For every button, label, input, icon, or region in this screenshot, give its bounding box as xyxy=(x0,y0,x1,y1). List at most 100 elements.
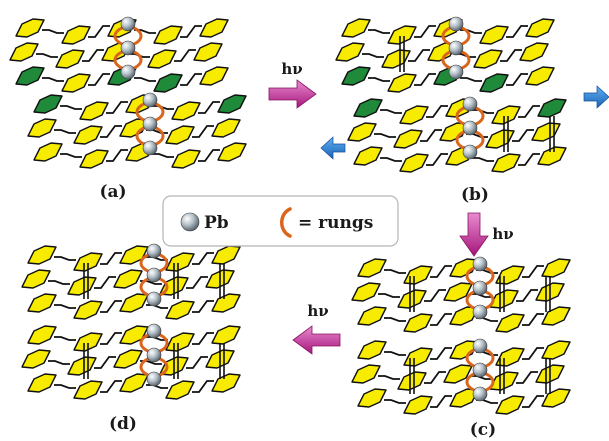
bridge-linker xyxy=(384,395,544,408)
cyclobutane-link xyxy=(545,276,551,312)
pb-sphere-icon xyxy=(146,347,162,363)
molecule-icon xyxy=(165,300,195,320)
pb-sphere-icon xyxy=(146,267,162,283)
bridge-linker xyxy=(54,380,214,393)
rung-arc-icon xyxy=(135,101,148,123)
molecule-icon xyxy=(79,101,109,121)
bridge-linker xyxy=(384,313,544,326)
pb-sphere-icon xyxy=(472,280,488,296)
molecule-icon xyxy=(387,73,417,93)
cyclobutane-link xyxy=(173,263,179,299)
molecule-icon xyxy=(113,269,143,289)
rung-arc-icon xyxy=(152,125,165,147)
arrow-left-icon xyxy=(292,325,341,355)
rung-arc-icon xyxy=(139,356,152,378)
molecule-icon xyxy=(79,149,109,169)
panel-label-a: (a) xyxy=(99,182,126,202)
molecule-icon xyxy=(381,49,411,69)
molecule-icon xyxy=(113,349,143,369)
bridge-linker xyxy=(380,105,540,118)
bridge-linker xyxy=(42,73,202,86)
pb-sphere-icon xyxy=(448,16,464,32)
pb-sphere-icon xyxy=(448,40,464,56)
molecule-icon xyxy=(165,252,195,272)
molecule-icon xyxy=(353,146,383,166)
molecule-icon xyxy=(73,380,103,400)
rung-arc-icon xyxy=(135,125,148,147)
pb-sphere-icon xyxy=(120,40,136,56)
rung-arc-icon xyxy=(113,25,126,47)
molecule-icon xyxy=(61,73,91,93)
molecule-icon xyxy=(73,125,103,145)
bridge-linker xyxy=(60,101,220,114)
molecule-icon xyxy=(27,325,57,345)
hv-label-c-to-d: hν xyxy=(307,302,328,320)
shift-arrow-right-icon xyxy=(583,85,609,109)
molecule-icon xyxy=(541,388,571,408)
bridge-linker xyxy=(384,347,544,360)
panel-label-b: (b) xyxy=(461,185,489,205)
pb-sphere-icon xyxy=(146,323,162,339)
cyclobutane-link xyxy=(219,263,225,299)
rung-arc-icon xyxy=(130,49,143,71)
cyclobutane-link xyxy=(499,276,505,312)
molecule-icon xyxy=(495,347,525,367)
molecule-icon xyxy=(153,25,183,45)
molecule-icon xyxy=(397,289,427,309)
molecule-icon xyxy=(119,373,149,393)
cyclobutane-link xyxy=(409,358,415,394)
photon-arrow-a-to-b: hν xyxy=(268,60,317,109)
pb-sphere-icon xyxy=(142,92,158,108)
pb-sphere-icon xyxy=(462,144,478,160)
molecule-icon xyxy=(171,101,201,121)
molecule-icon xyxy=(199,66,229,86)
bridge-linker xyxy=(48,356,208,369)
molecule-icon xyxy=(479,25,509,45)
molecule-icon xyxy=(397,371,427,391)
rung-arc-icon xyxy=(465,347,478,369)
bridge-linker xyxy=(374,129,534,142)
rung-arc-icon xyxy=(441,25,454,47)
molecule-icon xyxy=(491,105,521,125)
cyclobutane-link xyxy=(499,358,505,394)
rung-arc-icon xyxy=(156,252,169,274)
bridge-linker xyxy=(36,49,196,62)
molecule-icon xyxy=(15,18,45,38)
molecule-icon xyxy=(531,122,561,142)
molecule-icon xyxy=(403,395,433,415)
molecule-icon xyxy=(211,245,241,265)
molecule-icon xyxy=(353,98,383,118)
molecule-icon xyxy=(27,118,57,138)
pb-sphere-icon xyxy=(146,371,162,387)
bridge-linker xyxy=(384,265,544,278)
bridge-linker xyxy=(368,73,528,86)
photon-arrow-c-to-d: hν xyxy=(292,302,341,355)
legend: Pb = rungs xyxy=(162,195,399,247)
rung-arc-icon xyxy=(465,289,478,311)
rung-arc-icon xyxy=(139,276,152,298)
molecule-icon xyxy=(541,306,571,326)
molecule-icon xyxy=(495,395,525,415)
molecule-icon xyxy=(341,18,371,38)
sphere-icon xyxy=(180,212,200,232)
cyclobutane-link xyxy=(399,36,405,72)
hv-label-a-to-b: hν xyxy=(281,60,302,78)
molecule-icon xyxy=(67,356,97,376)
molecule-icon xyxy=(399,105,429,125)
rung-arc-icon xyxy=(130,25,143,47)
molecule-icon xyxy=(73,300,103,320)
rung-arc-icon xyxy=(482,289,495,311)
molecule-icon xyxy=(387,25,417,45)
bridge-linker xyxy=(42,25,202,38)
rung-arc-icon xyxy=(458,25,471,47)
molecule-icon xyxy=(525,66,555,86)
molecule-icon xyxy=(537,98,567,118)
cyclobutane-link xyxy=(549,116,555,152)
molecule-icon xyxy=(15,66,45,86)
molecule-icon xyxy=(403,313,433,333)
molecule-icon xyxy=(27,373,57,393)
rung-arc-icon xyxy=(139,252,152,274)
hv-label-b-to-c: hν xyxy=(492,225,513,243)
pb-sphere-icon xyxy=(146,243,162,259)
molecule-icon xyxy=(211,373,241,393)
